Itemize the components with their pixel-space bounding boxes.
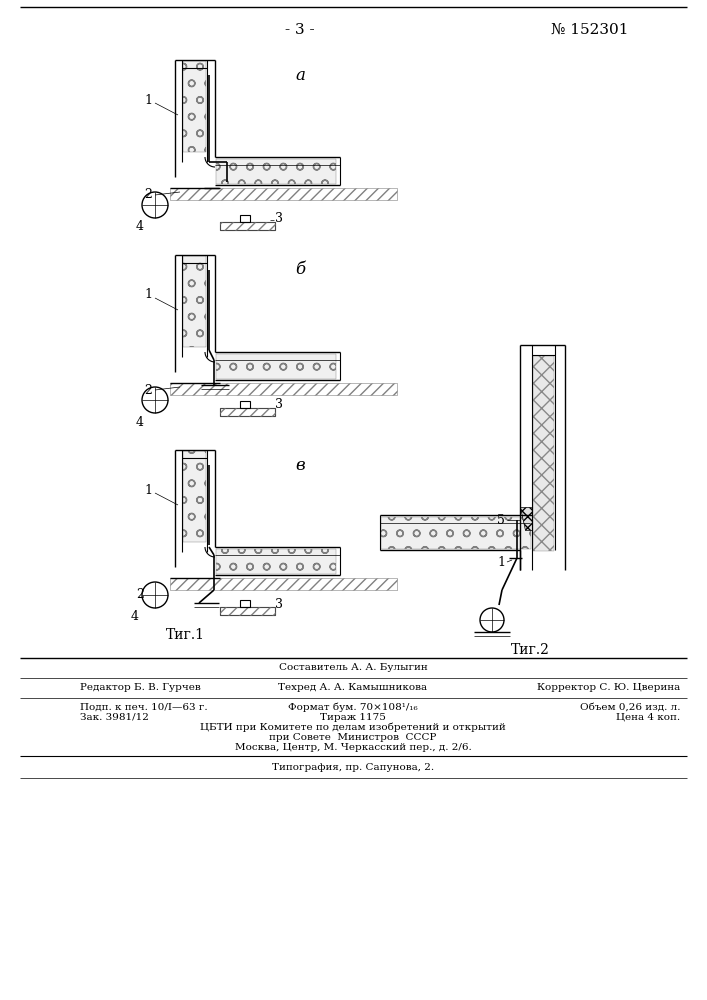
Text: - 3 -: - 3 - <box>285 23 315 37</box>
Text: 1: 1 <box>144 288 152 302</box>
Bar <box>533 356 554 551</box>
Bar <box>220 408 275 416</box>
Polygon shape <box>520 507 532 530</box>
Text: Составитель А. А. Булыгин: Составитель А. А. Булыгин <box>279 664 427 672</box>
Text: 4: 4 <box>131 610 139 624</box>
Text: Редактор Б. В. Гурчев: Редактор Б. В. Гурчев <box>80 684 201 692</box>
Text: при Совете  Министров  СССР: при Совете Министров СССР <box>269 732 437 742</box>
Text: Техред А. А. Камышникова: Техред А. А. Камышникова <box>279 684 428 692</box>
Text: 3: 3 <box>275 397 283 410</box>
Text: Подп. к печ. 10/I—63 г.: Подп. к печ. 10/I—63 г. <box>80 702 208 712</box>
Text: 4: 4 <box>136 221 144 233</box>
Bar <box>220 222 275 230</box>
Bar <box>170 188 397 200</box>
Bar <box>220 607 275 615</box>
Bar <box>220 408 275 416</box>
Text: б: б <box>295 261 305 278</box>
Text: 5: 5 <box>497 514 505 526</box>
Text: Формат бум. 70×108¹/₁₆: Формат бум. 70×108¹/₁₆ <box>288 702 418 712</box>
Bar <box>240 401 250 408</box>
Text: 2: 2 <box>144 383 152 396</box>
Bar <box>220 607 275 615</box>
Bar <box>183 256 206 347</box>
Text: а: а <box>295 66 305 84</box>
Text: в: в <box>296 456 305 474</box>
Text: 4: 4 <box>136 416 144 428</box>
Text: Зак. 3981/12: Зак. 3981/12 <box>80 712 149 722</box>
Text: Москва, Центр, М. Черкасский пер., д. 2/6.: Москва, Центр, М. Черкасский пер., д. 2/… <box>235 742 472 752</box>
Bar <box>216 159 336 184</box>
Text: 1: 1 <box>144 484 152 496</box>
Bar <box>216 354 336 379</box>
Bar <box>240 600 250 607</box>
Bar <box>170 578 397 590</box>
Bar <box>220 222 275 230</box>
Text: Тираж 1175: Тираж 1175 <box>320 712 386 722</box>
Bar <box>183 61 206 152</box>
Text: 1: 1 <box>497 556 505 568</box>
Bar <box>170 383 397 395</box>
Text: Τиг.2: Τиг.2 <box>510 643 549 657</box>
Text: Корректор С. Ю. Цверина: Корректор С. Ю. Цверина <box>537 684 680 692</box>
Bar <box>381 517 531 549</box>
Bar <box>240 215 250 222</box>
Text: 3: 3 <box>275 598 283 611</box>
Bar <box>216 549 336 574</box>
Text: Объем 0,26 изд. л.: Объем 0,26 изд. л. <box>580 702 680 712</box>
Text: 3: 3 <box>275 212 283 225</box>
Text: Τиг.1: Τиг.1 <box>165 628 204 642</box>
Text: Типография, пр. Сапунова, 2.: Типография, пр. Сапунова, 2. <box>272 762 434 772</box>
Text: № 152301: № 152301 <box>551 23 629 37</box>
Text: ЦБТИ при Комитете по делам изобретений и открытий: ЦБТИ при Комитете по делам изобретений и… <box>200 722 506 732</box>
Text: 2: 2 <box>136 588 144 601</box>
Text: 2: 2 <box>144 188 152 202</box>
Bar <box>183 451 206 542</box>
Text: Цена 4 коп.: Цена 4 коп. <box>616 712 680 722</box>
Text: 1: 1 <box>144 94 152 106</box>
